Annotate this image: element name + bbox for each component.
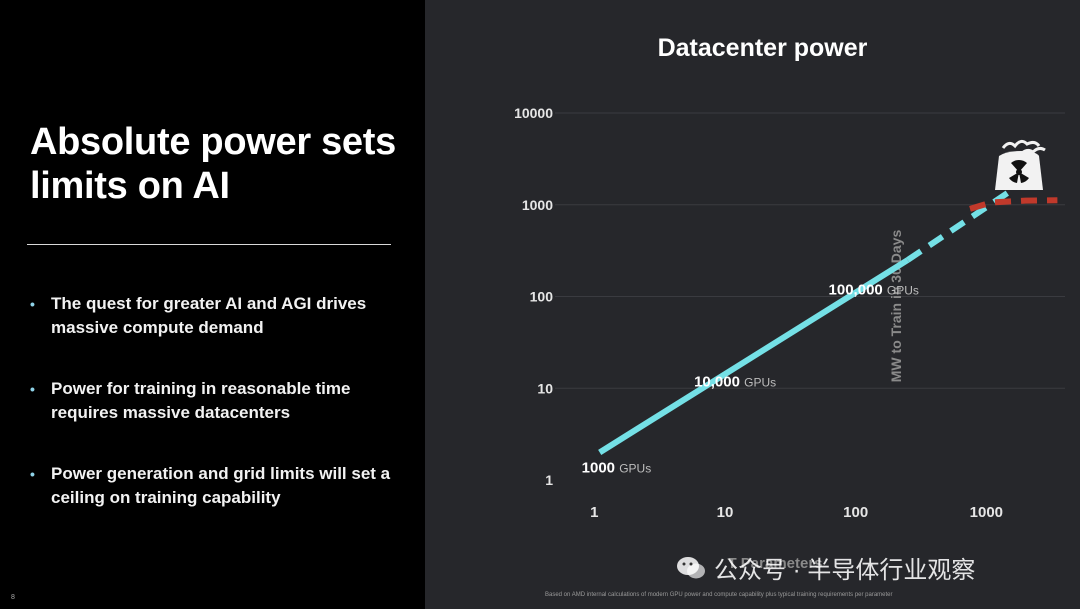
y-tick-label: 10 (537, 380, 553, 396)
watermark-text: 公众号 · 半导体行业观察 (714, 557, 976, 584)
gpu-annotation-value: 10,000 (694, 373, 744, 390)
gpu-annotation: 100,000 GPUs (829, 282, 919, 299)
wechat-icon (677, 556, 705, 578)
bullet-dot-icon: • (30, 381, 35, 397)
left-panel (0, 0, 425, 609)
gpu-annotation-value: 100,000 (829, 282, 887, 299)
gpu-annotation-unit: GPUs (744, 375, 776, 389)
bullet-text: Power generation and grid limits will se… (51, 464, 391, 507)
x-tick-label: 10 (717, 504, 734, 521)
series-line-1 (598, 257, 910, 455)
slide-headline: Absolute power sets limits on AI (30, 121, 396, 207)
headline-divider (27, 244, 391, 245)
bullet-dot-icon: • (30, 466, 35, 482)
x-tick-label: 1 (590, 504, 598, 521)
x-axis-label: T Parameters (727, 555, 822, 572)
slide-number: 8 (11, 594, 15, 601)
y-tick-label: 1 (545, 472, 553, 488)
chart-footnote: Based on AMD internal calculations of mo… (545, 592, 893, 598)
watermark: 公众号 · 半导体行业观察 (676, 550, 975, 585)
series-line-3 (969, 197, 1058, 212)
gpu-annotation-unit: GPUs (619, 462, 651, 476)
bullet-text: Power for training in reasonable time re… (51, 379, 351, 422)
x-tick-label: 100 (843, 504, 868, 521)
bullet-item: • Power for training in reasonable time r… (30, 377, 415, 425)
y-tick-label: 10000 (514, 105, 553, 121)
datacenter-power-chart: 10000 1000 100 10 1 1 10 100 1000 MW to Train in… (514, 105, 1065, 572)
nuclear-power-plant-icon (995, 139, 1046, 190)
x-tick-label: 1000 (970, 504, 1003, 521)
gpu-annotation: 10,000 GPUs (694, 373, 776, 390)
tick-layer: 10000 1000 100 10 1 1 10 100 1000 (514, 105, 1003, 521)
right-panel (425, 0, 1080, 609)
bullet-item: • The quest for greater AI and AGI drives… (30, 292, 415, 340)
gpu-annotation: 1000 GPUs (582, 460, 652, 477)
y-tick-label: 1000 (522, 197, 553, 213)
bullet-item: • Power generation and grid limits will s… (30, 462, 415, 510)
bullet-dot-icon: • (30, 296, 35, 312)
bullet-text: The quest for greater AI and AGI drives … (51, 294, 367, 337)
series-layer (598, 174, 1058, 455)
gpu-annotation-unit: GPUs (887, 284, 919, 298)
chart-title: Datacenter power (657, 34, 868, 62)
y-tick-label: 100 (530, 289, 554, 305)
grid-layer (555, 112, 1065, 389)
gpu-annotation-value: 1000 (582, 460, 620, 477)
y-axis-label: MW to Train in 30 Days (888, 230, 904, 383)
bullet-list: • The quest for greater AI and AGI drives… (30, 292, 415, 547)
